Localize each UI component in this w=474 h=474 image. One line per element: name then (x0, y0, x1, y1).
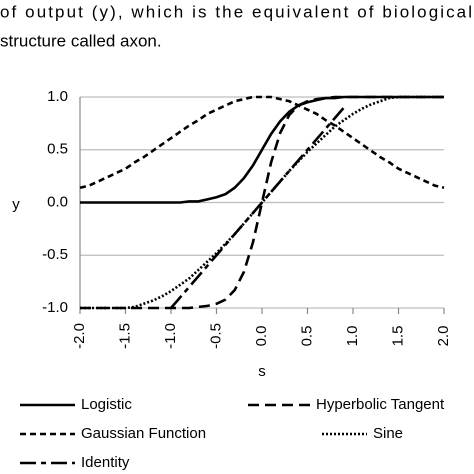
x-tick-label: -1.0 (162, 323, 179, 349)
x-tick-label: 0.5 (298, 326, 315, 347)
x-axis-label: s (258, 363, 266, 380)
x-tick-label: 1.5 (389, 326, 406, 347)
x-tick-label: -2.0 (71, 323, 88, 349)
y-tick-label: 0.5 (47, 141, 68, 158)
legend-label: Identity (81, 454, 130, 471)
body-text: structure called axon. (0, 31, 162, 50)
y-tick-label: 1.0 (47, 88, 68, 105)
y-tick-label: -1.0 (42, 299, 68, 316)
series-line (170, 106, 345, 309)
series-line (80, 95, 444, 310)
legend-label: Sine (373, 425, 403, 442)
legend-label: Logistic (81, 396, 132, 413)
x-tick-label: -1.5 (116, 323, 133, 349)
x-tick-label: 2.0 (435, 326, 452, 347)
body-text: of output (y), which is the equivalent o… (0, 2, 472, 21)
y-axis-label: y (12, 196, 20, 213)
x-tick-label: 1.0 (344, 326, 361, 347)
y-tick-label: 0.0 (47, 193, 68, 210)
x-tick-label: -0.5 (207, 323, 224, 349)
x-tick-label: 0.0 (253, 326, 270, 347)
y-tick-label: -0.5 (42, 246, 68, 263)
legend-label: Hyperbolic Tangent (316, 396, 445, 413)
series-line (79, 95, 445, 189)
legend-label: Gaussian Function (81, 425, 206, 442)
